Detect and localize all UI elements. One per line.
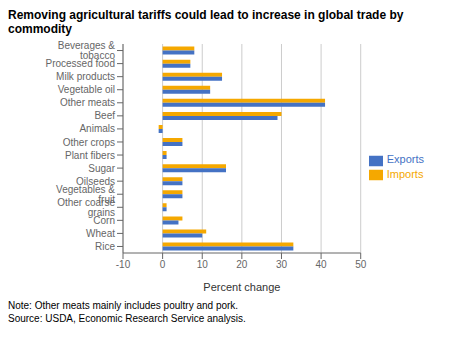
svg-text:30: 30 <box>276 259 288 270</box>
svg-text:20: 20 <box>236 259 248 270</box>
svg-text:Wheat: Wheat <box>86 228 115 239</box>
svg-text:50: 50 <box>355 259 367 270</box>
svg-text:Other meats: Other meats <box>60 97 115 108</box>
svg-text:Corn: Corn <box>93 215 115 226</box>
svg-text:Plant fibers: Plant fibers <box>65 150 115 161</box>
svg-text:Processed food: Processed food <box>46 58 116 69</box>
svg-text:10: 10 <box>197 259 209 270</box>
svg-text:Other crops: Other crops <box>63 137 115 148</box>
svg-text:Percent change: Percent change <box>203 281 280 293</box>
svg-text:Vegetable oil: Vegetable oil <box>58 84 115 95</box>
svg-text:Sugar: Sugar <box>88 163 115 174</box>
svg-text:Rice: Rice <box>95 241 115 252</box>
svg-text:40: 40 <box>316 259 328 270</box>
svg-text:Animals: Animals <box>79 123 115 134</box>
svg-text:-10: -10 <box>116 259 131 270</box>
svg-text:Milk products: Milk products <box>56 71 115 82</box>
svg-text:0: 0 <box>160 259 166 270</box>
svg-text:Beef: Beef <box>94 110 115 121</box>
